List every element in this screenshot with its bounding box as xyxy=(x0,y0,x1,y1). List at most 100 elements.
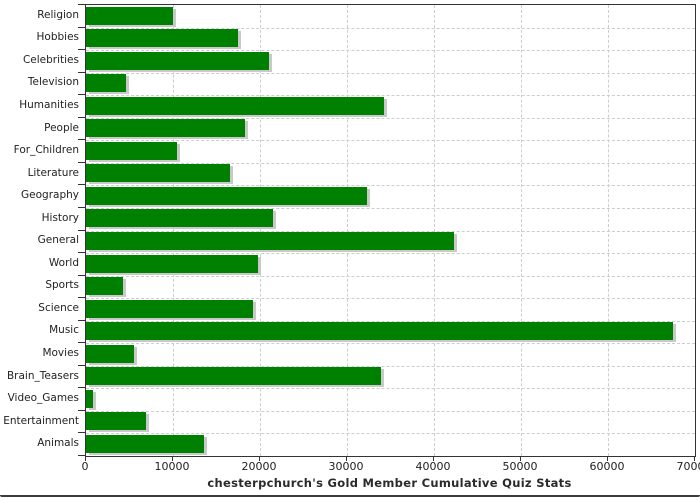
horizontal-gridline xyxy=(86,275,695,277)
bar-general xyxy=(86,232,454,250)
horizontal-gridline xyxy=(86,117,695,119)
bar-movies xyxy=(86,344,134,363)
panel-bottom-border xyxy=(0,495,700,497)
horizontal-gridline xyxy=(86,365,695,367)
horizontal-gridline xyxy=(86,185,695,187)
x-axis-tick-label: 60000 xyxy=(589,460,625,473)
y-axis-tick xyxy=(78,275,85,276)
y-axis-tick xyxy=(78,94,85,95)
y-axis-tick xyxy=(78,320,85,321)
bar-music xyxy=(86,322,673,341)
bar-geography xyxy=(86,186,367,205)
y-axis-tick xyxy=(78,162,85,163)
x-axis-tick-label: 30000 xyxy=(328,460,364,473)
bar-religion xyxy=(86,6,173,25)
y-axis-label: Hobbies xyxy=(36,31,80,44)
bar-video_games xyxy=(86,389,93,408)
y-axis-tick xyxy=(78,387,85,388)
horizontal-gridline xyxy=(86,95,695,97)
y-axis-tick xyxy=(78,49,85,50)
y-axis-label: General xyxy=(37,234,79,247)
x-axis-tick xyxy=(172,456,173,461)
y-axis-tick xyxy=(78,297,85,298)
x-axis-tick-label: 50000 xyxy=(502,460,538,473)
y-axis-tick xyxy=(78,252,85,253)
x-axis-tick-label: 70000 xyxy=(676,460,700,473)
y-axis-label: Animals xyxy=(37,437,79,450)
bar-humanities xyxy=(86,96,384,115)
bar-hobbies xyxy=(86,29,238,48)
x-axis-tick-label: 20000 xyxy=(241,460,277,473)
y-axis-label: History xyxy=(41,211,79,224)
y-axis-label: Video_Games xyxy=(7,392,79,405)
bar-animals xyxy=(86,434,204,453)
y-axis-tick xyxy=(78,432,85,433)
y-axis-tick xyxy=(78,365,85,366)
chart-title: chesterpchurch's Gold Member Cumulative … xyxy=(207,476,572,490)
bar-television xyxy=(86,74,126,93)
x-axis-tick xyxy=(520,456,521,461)
bar-entertainment xyxy=(86,412,146,431)
bar-celebrities xyxy=(86,51,269,70)
y-axis-tick xyxy=(78,207,85,208)
horizontal-gridline xyxy=(86,253,695,255)
horizontal-gridline xyxy=(86,207,695,209)
horizontal-gridline xyxy=(86,27,695,29)
y-axis-tick xyxy=(78,117,85,118)
y-axis-tick xyxy=(78,230,85,231)
y-axis-tick xyxy=(78,184,85,185)
horizontal-gridline xyxy=(86,433,695,435)
horizontal-gridline xyxy=(86,230,695,232)
y-axis-tick xyxy=(78,342,85,343)
y-axis-label: Music xyxy=(49,324,79,337)
horizontal-gridline xyxy=(86,140,695,142)
plot-area xyxy=(85,4,696,457)
x-axis-tick xyxy=(607,456,608,461)
x-axis-tick xyxy=(346,456,347,461)
y-axis-tick xyxy=(78,72,85,73)
horizontal-gridline xyxy=(86,343,695,345)
bar-science xyxy=(86,299,253,318)
y-axis-tick xyxy=(78,455,85,456)
horizontal-gridline xyxy=(86,72,695,74)
y-axis-label: Movies xyxy=(42,347,79,360)
y-axis-label: Literature xyxy=(27,166,79,179)
y-axis-label: World xyxy=(48,256,79,269)
x-axis-tick xyxy=(259,456,260,461)
horizontal-gridline xyxy=(86,298,695,300)
y-axis-label: Entertainment xyxy=(3,414,79,427)
x-axis-tick-label: 0 xyxy=(81,460,89,473)
horizontal-gridline xyxy=(86,388,695,390)
horizontal-gridline xyxy=(86,50,695,52)
y-axis-label: Television xyxy=(27,76,79,89)
y-axis-label: Sports xyxy=(45,279,79,292)
y-axis-tick xyxy=(78,410,85,411)
bar-people xyxy=(86,119,245,138)
y-axis-label: For_Children xyxy=(13,144,79,157)
horizontal-gridline xyxy=(86,410,695,412)
x-axis-tick-label: 10000 xyxy=(154,460,190,473)
y-axis-tick xyxy=(78,27,85,28)
bar-sports xyxy=(86,277,123,296)
y-axis-tick xyxy=(78,4,85,5)
x-axis-tick xyxy=(85,456,86,461)
bar-brain_teasers xyxy=(86,367,381,386)
horizontal-gridline xyxy=(86,320,695,322)
y-axis-label: Religion xyxy=(37,8,79,21)
y-axis-tick xyxy=(78,139,85,140)
horizontal-gridline xyxy=(86,162,695,164)
x-axis-tick-label: 40000 xyxy=(415,460,451,473)
y-axis-label: Geography xyxy=(21,189,79,202)
y-axis-label: Celebrities xyxy=(22,53,79,66)
bar-literature xyxy=(86,164,230,183)
y-axis-label: Brain_Teasers xyxy=(6,369,79,382)
y-axis-label: Humanities xyxy=(19,98,79,111)
x-axis-tick xyxy=(694,456,695,461)
bar-history xyxy=(86,209,273,228)
x-axis-tick xyxy=(433,456,434,461)
y-axis-label: People xyxy=(44,121,79,134)
y-axis-label: Science xyxy=(38,301,79,314)
bar-world xyxy=(86,254,258,273)
bar-for_children xyxy=(86,141,177,160)
